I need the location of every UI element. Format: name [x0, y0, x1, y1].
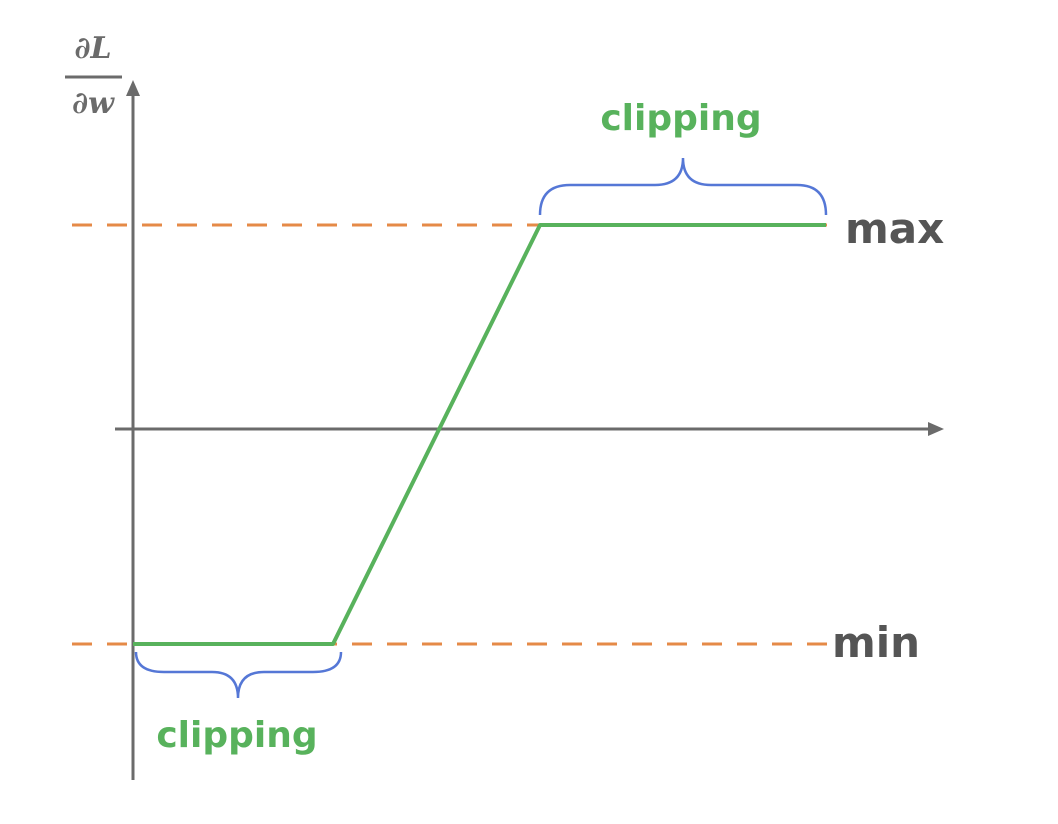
top-clipping-brace [538, 157, 828, 216]
bottom-clipping-label: clipping [156, 715, 317, 756]
y-axis-label-denominator: ∂w [72, 86, 115, 121]
clipped-gradient-curve [133, 223, 826, 646]
max-label: max [845, 204, 944, 253]
x-axis-arrowhead [928, 422, 944, 436]
y-axis [126, 80, 140, 780]
bottom-clipping-brace [134, 651, 343, 699]
min-label: min [832, 618, 920, 667]
y-axis-label: ∂L ∂w [65, 31, 122, 121]
y-axis-arrowhead [126, 80, 140, 96]
x-axis [115, 422, 944, 436]
y-axis-label-numerator: ∂L [74, 31, 111, 66]
top-clipping-label: clipping [600, 98, 761, 139]
